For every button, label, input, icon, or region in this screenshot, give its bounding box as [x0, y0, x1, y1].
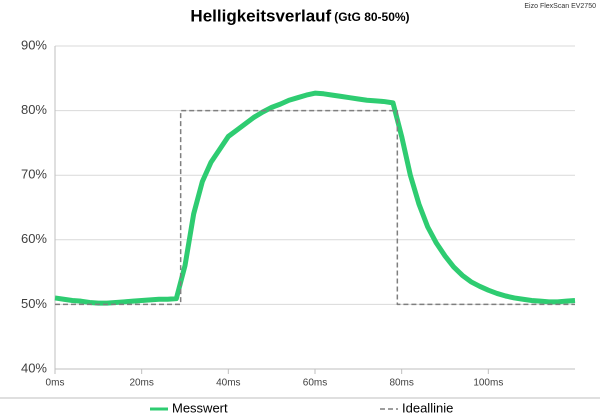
y-tick-label: 40%: [21, 360, 47, 375]
y-tick-label: 90%: [21, 37, 47, 52]
legend-label: Messwert: [172, 400, 228, 415]
series-line: [54, 90, 576, 306]
x-tick-label: 0ms: [46, 378, 65, 389]
x-tick-label: 20ms: [129, 378, 153, 389]
x-tick-label: 100ms: [473, 378, 503, 389]
y-tick-label: 70%: [21, 167, 47, 182]
x-tick-label: 40ms: [216, 378, 240, 389]
chart-subtitle: (GtG 80-50%): [334, 10, 409, 24]
series-line: [55, 109, 575, 306]
y-tick-label: 50%: [21, 296, 47, 311]
x-tick-label: 80ms: [389, 378, 413, 389]
legend-label: Ideallinie: [402, 400, 453, 415]
chart-title: Helligkeitsverlauf: [190, 6, 331, 25]
source-label: Eizo FlexScan EV2750: [524, 3, 596, 10]
y-tick-label: 60%: [21, 231, 47, 246]
x-tick-label: 60ms: [303, 378, 327, 389]
y-tick-label: 80%: [21, 102, 47, 117]
